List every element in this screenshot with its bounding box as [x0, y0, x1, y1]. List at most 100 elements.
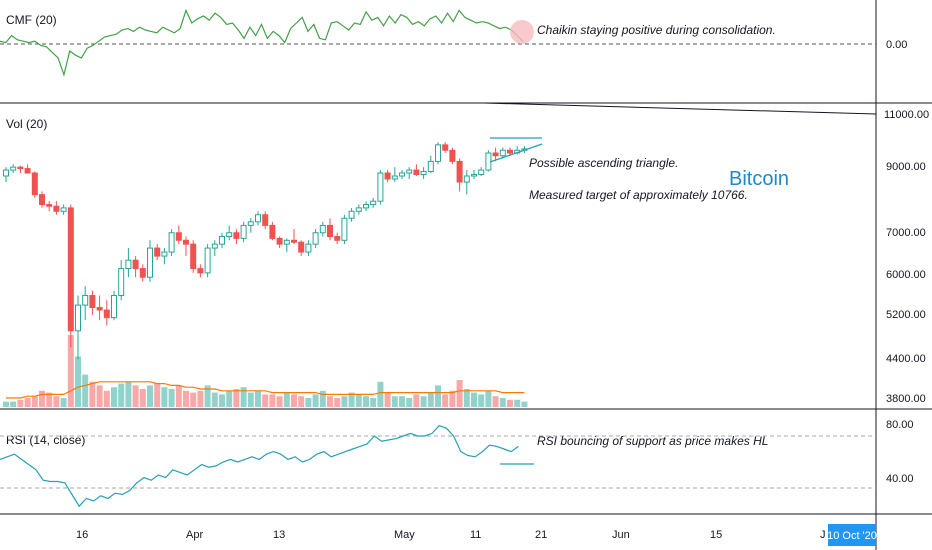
volume-bar: [283, 392, 290, 407]
candle-body: [24, 168, 31, 174]
volume-bar: [442, 394, 449, 407]
candle-body: [291, 239, 297, 243]
volume-bar: [53, 396, 60, 407]
cmf-label: CMF (20): [6, 13, 57, 27]
volume-bar: [3, 401, 9, 407]
rsi-label: RSI (14, close): [6, 433, 85, 447]
candle-body: [276, 237, 283, 245]
time-axis: 16 Apr 13 May 11 21 Jun 15 J: [76, 529, 826, 541]
volume-bar: [161, 387, 168, 407]
volume-bar: [492, 396, 499, 407]
volume-bar: [219, 394, 225, 407]
time-tick-8: J: [820, 529, 826, 541]
volume-bar: [406, 398, 413, 407]
volume-bar: [103, 390, 110, 407]
rsi-annotation: RSI bouncing of support as price makes H…: [537, 434, 768, 448]
candle-body: [262, 214, 269, 226]
time-tick-0: 16: [76, 529, 88, 541]
candle-body: [334, 235, 341, 241]
candle-body: [183, 239, 189, 245]
rsi-series: [0, 424, 519, 508]
cmf-tick-0: 0.00: [886, 39, 907, 51]
volume-bar: [125, 381, 132, 407]
volume-bar: [96, 385, 103, 407]
volume-bar: [240, 387, 247, 407]
cmf-line: [0, 8, 524, 77]
candle-body: [31, 172, 38, 196]
target-annotation: Measured target of approximately 10766.: [529, 188, 748, 202]
volume-bar: [319, 390, 326, 407]
date-badge: [828, 524, 876, 546]
candle-body: [456, 160, 463, 183]
volume-bar: [456, 380, 463, 407]
volume-bar: [341, 396, 348, 407]
candle-body: [211, 243, 218, 249]
candle-body: [132, 259, 139, 270]
time-tick-1: Apr: [186, 529, 203, 541]
candle-body: [67, 207, 74, 332]
volume-bar: [132, 385, 139, 407]
candle-body: [413, 169, 420, 175]
candle-body: [3, 169, 9, 177]
volume-bar: [60, 398, 67, 407]
volume-bar: [247, 392, 254, 407]
candle-body: [175, 232, 182, 241]
volume-bar: [139, 389, 146, 407]
volume-bar: [233, 389, 240, 407]
price-tick-6: 3800.00: [886, 393, 926, 405]
volume-bar: [226, 390, 233, 407]
volume-bar: [31, 396, 38, 407]
candle-body: [348, 210, 355, 219]
candle-body: [463, 175, 470, 183]
volume-bar: [291, 394, 297, 407]
price-candles: [3, 142, 528, 360]
volume-bar: [363, 396, 369, 407]
candle-body: [255, 214, 261, 223]
candle-body: [154, 247, 161, 257]
volume-bar: [211, 392, 218, 407]
candle-body: [247, 221, 254, 226]
volume-bar: [478, 394, 485, 407]
candle-body: [197, 268, 204, 274]
candle-body: [190, 243, 197, 270]
volume-bar: [449, 390, 456, 407]
candle-body: [39, 194, 45, 206]
candle-body: [435, 144, 441, 162]
volume-bar: [391, 396, 398, 407]
volume-bar: [399, 396, 405, 407]
volume-bar: [499, 398, 506, 407]
time-tick-3: May: [394, 529, 415, 541]
volume-bar: [305, 398, 312, 407]
time-tick-4: 11: [470, 529, 481, 541]
candle-body: [161, 251, 168, 257]
candle-body: [507, 149, 513, 154]
volume-bar: [507, 399, 513, 407]
candle-body: [82, 294, 89, 306]
volume-bar: [147, 385, 153, 407]
volume-bar: [168, 389, 175, 407]
volume-bar: [521, 401, 528, 407]
candle-body: [89, 294, 96, 309]
candle-body: [406, 169, 413, 174]
price-tick-2: 7000.00: [886, 227, 926, 239]
volume-bar: [262, 394, 269, 407]
candle-body: [478, 169, 485, 175]
volume-bar: [10, 401, 17, 407]
candle-body: [147, 247, 153, 278]
price-tick-5: 4400.00: [886, 353, 926, 365]
candle-body: [449, 149, 456, 162]
triangle-bottom-line[interactable]: [489, 143, 543, 163]
resistance-trendline[interactable]: [483, 102, 877, 115]
candle-body: [377, 172, 384, 202]
candle-body: [139, 268, 146, 278]
candle-body: [363, 204, 369, 209]
volume-bar: [384, 392, 391, 407]
volume-bar: [190, 392, 197, 407]
candle-body: [60, 207, 67, 212]
price-tick-4: 5200.00: [886, 309, 926, 321]
candle-body: [355, 207, 362, 212]
candle-body: [75, 304, 81, 332]
candle-body: [53, 205, 60, 212]
candle-body: [399, 172, 405, 177]
